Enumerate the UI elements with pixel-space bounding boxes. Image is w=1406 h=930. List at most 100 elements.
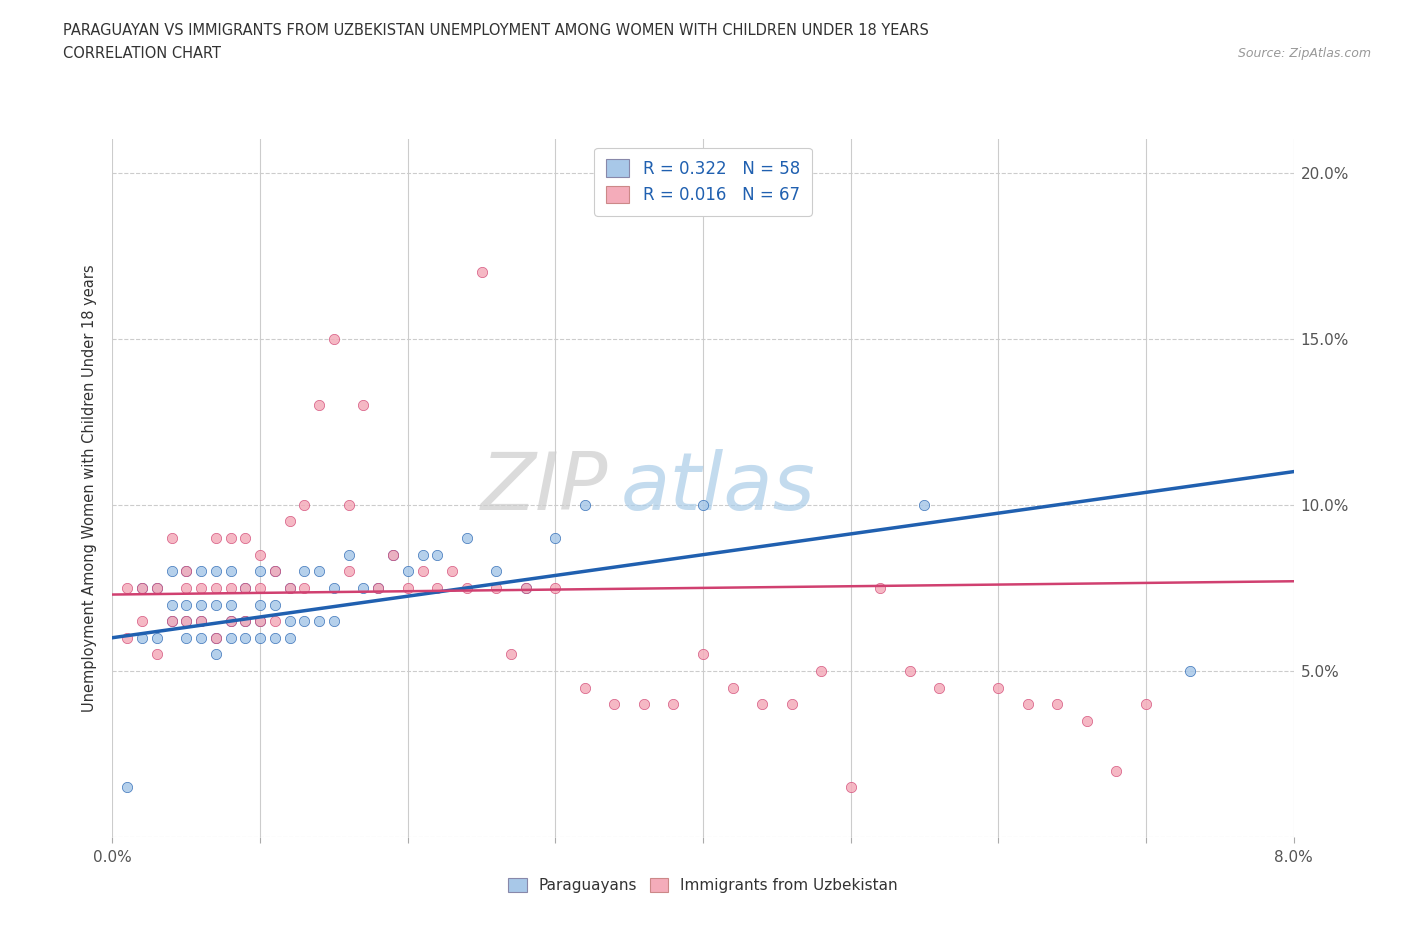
Point [117,631,138,645]
Point [928,680,950,695]
Point [515,580,537,595]
Point [278,631,301,645]
Point [544,580,567,595]
Point [117,779,138,794]
Point [337,498,360,512]
Point [131,580,153,595]
Point [292,614,315,629]
Text: PARAGUAYAN VS IMMIGRANTS FROM UZBEKISTAN UNEMPLOYMENT AMONG WOMEN WITH CHILDREN : PARAGUAYAN VS IMMIGRANTS FROM UZBEKISTAN… [63,23,929,38]
Point [219,614,242,629]
Point [219,614,242,629]
Point [810,663,832,678]
Point [205,631,228,645]
Point [131,580,153,595]
Point [264,564,287,578]
Point [219,580,242,595]
Point [160,531,183,546]
Point [174,597,197,612]
Point [205,531,228,546]
Point [308,564,330,578]
Point [146,580,169,595]
Point [515,580,537,595]
Point [160,614,183,629]
Point [412,564,434,578]
Point [721,680,744,695]
Point [190,614,212,629]
Point [1017,697,1039,711]
Text: Source: ZipAtlas.com: Source: ZipAtlas.com [1237,46,1371,60]
Point [117,580,138,595]
Point [574,680,596,695]
Point [396,564,419,578]
Point [396,580,419,595]
Text: ZIP: ZIP [481,449,609,527]
Point [367,580,389,595]
Point [174,580,197,595]
Point [249,614,271,629]
Point [633,697,655,711]
Point [1178,663,1201,678]
Point [264,631,287,645]
Point [485,564,508,578]
Text: CORRELATION CHART: CORRELATION CHART [63,46,221,61]
Point [292,498,315,512]
Point [308,614,330,629]
Point [233,614,256,629]
Point [1076,713,1098,728]
Point [426,580,449,595]
Point [278,580,301,595]
Legend: Paraguayans, Immigrants from Uzbekistan: Paraguayans, Immigrants from Uzbekistan [502,871,904,899]
Point [190,631,212,645]
Point [323,580,346,595]
Point [146,580,169,595]
Point [249,631,271,645]
Point [174,564,197,578]
Point [412,547,434,562]
Point [264,564,287,578]
Point [352,398,374,413]
Point [898,663,921,678]
Y-axis label: Unemployment Among Women with Children Under 18 years: Unemployment Among Women with Children U… [82,264,97,712]
Point [249,547,271,562]
Point [205,564,228,578]
Point [574,498,596,512]
Point [869,580,891,595]
Point [219,631,242,645]
Point [456,580,478,595]
Point [190,597,212,612]
Point [441,564,464,578]
Point [485,580,508,595]
Point [278,514,301,529]
Point [131,614,153,629]
Point [219,564,242,578]
Point [219,531,242,546]
Point [987,680,1010,695]
Point [292,580,315,595]
Point [1105,764,1128,778]
Point [160,564,183,578]
Point [205,597,228,612]
Point [146,631,169,645]
Text: atlas: atlas [620,449,815,527]
Point [174,564,197,578]
Point [264,614,287,629]
Point [780,697,803,711]
Point [233,580,256,595]
Point [382,547,405,562]
Point [323,331,346,346]
Point [456,531,478,546]
Point [205,580,228,595]
Point [146,647,169,662]
Point [190,580,212,595]
Point [603,697,626,711]
Point [426,547,449,562]
Point [323,614,346,629]
Point [249,580,271,595]
Point [233,580,256,595]
Point [367,580,389,595]
Point [233,531,256,546]
Point [308,398,330,413]
Point [337,564,360,578]
Point [233,614,256,629]
Point [249,597,271,612]
